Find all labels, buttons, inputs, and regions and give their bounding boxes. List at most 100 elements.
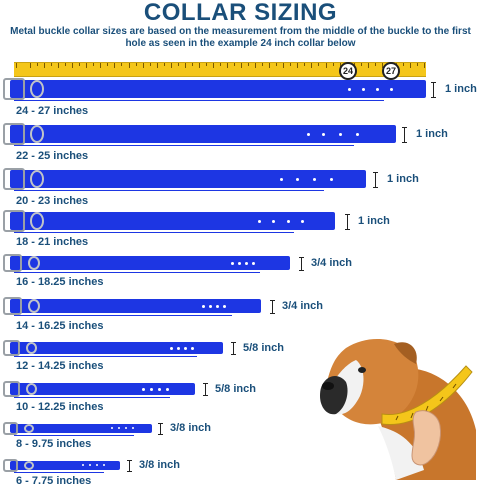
strap-hole [209,305,212,308]
ruler-half-tick [220,63,221,66]
width-bracket [345,214,350,230]
ruler-tick [185,63,186,68]
strap-hole [125,427,127,429]
underline [14,315,232,316]
width-bracket [431,82,436,98]
ruler-tick [16,63,17,68]
measuring-ruler [14,62,426,77]
width-bracket [231,342,236,355]
ruler-half-tick [234,63,235,66]
underline [14,472,104,473]
ruler-tick [44,63,45,68]
ruler-tick [114,63,115,68]
ruler-tick [326,63,327,68]
ruler-tick [58,63,59,68]
ruler-tick [129,63,130,68]
collar-strap [10,461,120,470]
buckle-icon [3,422,18,435]
strap-hole [307,133,310,136]
width-label: 3/4 inch [311,257,352,269]
ruler-half-tick [290,63,291,66]
size-range-label: 24 - 27 inches [16,105,89,117]
ruler-tick [171,63,172,68]
strap-hole [177,347,180,350]
ruler-tick [241,63,242,68]
underline [14,232,294,233]
buckle-icon [3,123,25,145]
strap-hole [390,88,393,91]
ruler-half-tick [276,63,277,66]
strap-hole [339,133,342,136]
dog-eye [358,367,366,373]
ruler-mark-27: 27 [382,62,400,80]
boxer-dog-illustration [320,338,476,480]
ruler-half-tick [403,63,404,66]
strap-hole [313,178,316,181]
buckle-icon [3,297,22,315]
keeper-loop-icon [30,80,44,98]
ruler-half-tick [262,63,263,66]
buckle-icon [3,78,25,100]
hand-icon [411,410,441,466]
collar-strap [10,125,396,143]
ruler-half-tick [136,63,137,66]
width-bracket [270,300,275,314]
strap-hole [170,347,173,350]
strap-hole [82,464,84,466]
width-label: 1 inch [387,173,419,185]
collar-strap [10,299,261,313]
strap-hole [238,262,241,265]
strap-hole [272,220,275,223]
collar-strap [10,212,335,230]
collar-strap [10,170,366,188]
size-range-label: 16 - 18.25 inches [16,276,104,288]
buckle-icon [3,459,18,472]
buckle-icon [3,254,22,272]
ruler-half-tick [304,63,305,66]
width-label: 3/4 inch [282,300,323,312]
ruler-half-tick [93,63,94,66]
width-label: 5/8 inch [243,342,284,354]
ruler-half-tick [164,63,165,66]
width-bracket [402,127,407,143]
ruler-half-tick [65,63,66,66]
buckle-icon [3,210,25,232]
width-bracket [299,257,304,271]
ruler-tick [424,63,425,68]
ruler-tick [410,63,411,68]
width-label: 1 inch [358,215,390,227]
keeper-loop-icon [30,125,44,143]
size-range-label: 18 - 21 inches [16,236,89,248]
ruler-tick [283,63,284,68]
strap-hole [166,388,169,391]
collar-strap [10,80,426,98]
keeper-loop-icon [24,461,34,470]
size-range-label: 8 - 9.75 inches [16,438,92,450]
ruler-half-tick [37,63,38,66]
dog-nose [322,382,334,390]
underline [14,272,260,273]
strap-hole [142,388,145,391]
underline [14,356,197,357]
collar-strap [10,342,223,354]
ruler-tick [157,63,158,68]
keeper-loop-icon [28,299,40,313]
collar-strap [10,256,290,270]
ruler-tick [311,63,312,68]
strap-hole [132,427,134,429]
strap-hole [330,178,333,181]
ruler-half-tick [79,63,80,66]
dog-chest [378,426,424,480]
strap-hole [158,388,161,391]
strap-hole [103,464,105,466]
ruler-half-tick [107,63,108,66]
strap-hole [150,388,153,391]
strap-hole [118,427,120,429]
collar-strap [10,383,195,395]
width-label: 5/8 inch [215,383,256,395]
ruler-half-tick [417,63,418,66]
strap-hole [202,305,205,308]
strap-hole [223,305,226,308]
size-range-label: 14 - 16.25 inches [16,320,104,332]
width-label: 1 inch [445,83,477,95]
